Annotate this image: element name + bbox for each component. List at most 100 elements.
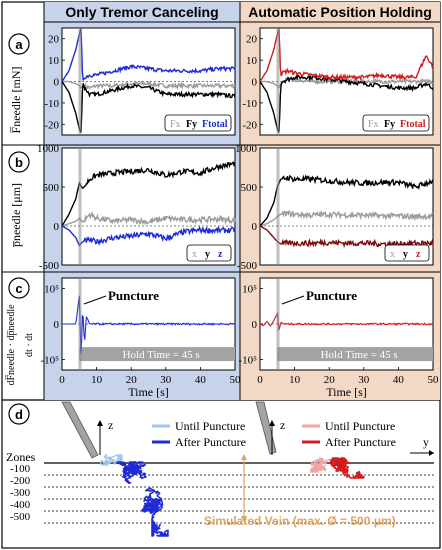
panel-a-left-ytick-label: 10 [48, 55, 60, 67]
panel-b-right-ytick-label: 500 [241, 182, 258, 194]
zone-tick-200: -200 [10, 475, 31, 487]
zone-tick-400: -400 [10, 499, 31, 511]
panel-d-trajectories [44, 401, 434, 537]
panel-a-left-legend-ftotal: Ftotal [202, 119, 228, 130]
panel-c-ylabel-bottom: dt · dt [24, 333, 35, 357]
panel-c-right-hold-label: Hold Time = 45 s [321, 349, 398, 361]
panel-a-left-ytick-label: 0 [54, 77, 60, 89]
trajectory-after-puncture-right [329, 457, 365, 479]
zone-tick-500: -500 [10, 511, 31, 523]
panel-a-right-legend-box [362, 114, 430, 132]
panel-b-right-ytick-label: 1000 [235, 143, 258, 155]
panel-b-right-series-x [259, 209, 434, 227]
panel-b-left-series-z [61, 225, 236, 247]
panel-a-right-ytick-label: -10 [242, 98, 257, 110]
panel-c-left-ytick-label: -10⁵ [41, 354, 60, 366]
panel-b-left-ytick-label: 1000 [37, 143, 60, 155]
panel-c-left: 10⁵ 0 -10⁵ Hold Time = 45 s Puncture 0 10 20 30 4… [41, 277, 242, 399]
z-axis-label-left: z [108, 418, 113, 432]
panel-b-right-legend-z: z [416, 249, 421, 260]
panel-c-left-xtick-label: 0 [59, 374, 65, 386]
left-legend-after: After Puncture [175, 435, 246, 449]
panel-c-left-xtick-label: 20 [126, 374, 138, 386]
z-axis-right-arrowhead [269, 420, 275, 426]
panel-b-left-legend-x: x [192, 249, 197, 260]
panel-b-left-ytick-label: 500 [43, 182, 60, 194]
panel-c-left-series-derivative [62, 295, 236, 354]
panel-b-left-legend-z: z [218, 249, 223, 260]
zones-label: Zones [6, 450, 36, 464]
left-header: Only Tremor Canceling [65, 4, 218, 20]
panel-a-left: 20 10 0 -10 -20 Fx Fy Ftotal [44, 27, 236, 136]
vein-arrow-top [241, 454, 247, 460]
panel-a-right-legend-ftotal: Ftotal [400, 119, 426, 130]
panel-c-ylabel-top: dF̅needle · dp̅needle [6, 304, 17, 386]
panel-c-left-ytick-label: 10⁵ [44, 284, 59, 296]
panel-a-left-legend-fx: Fx [170, 119, 181, 130]
y-axis-arrowhead [429, 450, 434, 456]
panel-label-a: a [8, 33, 30, 55]
panel-c-left-xtick-label: 50 [230, 374, 242, 386]
panel-c-right-xtick-label: 0 [257, 374, 263, 386]
panel-b-left-legend-box [186, 244, 232, 262]
panel-a-right-ytick-label: -20 [242, 119, 257, 131]
right-legend-after: After Puncture [325, 435, 396, 449]
panel-c-right-xtick-label: 10 [289, 374, 301, 386]
panel-c-right-xtick-label: 50 [428, 374, 440, 386]
panel-c-right-ytick-label: 10⁵ [242, 284, 257, 296]
right-legend-until: Until Puncture [325, 419, 395, 433]
panel-a-ylabel: F̅needle [mN] [9, 67, 23, 134]
left-legend-until: Until Puncture [175, 419, 245, 433]
panel-a-right-legend-fx: Fx [368, 119, 379, 130]
panel-c-left-ytick-label: 0 [54, 319, 60, 331]
panel-label-b: b [8, 151, 30, 173]
panel-c-right-xtick-label: 20 [324, 374, 336, 386]
panel-a-left-ytick-label: 20 [48, 34, 60, 46]
panel-a-right-ytick-label: 0 [252, 77, 258, 89]
panel-c-right-ytick-label: 0 [252, 319, 258, 331]
panel-c-left-hold-bar [79, 347, 235, 362]
panel-b-ylabel: p̅needle [μm] [9, 183, 23, 248]
panel-a-left-ytick-label: -10 [44, 98, 59, 110]
panel-b-left-series-y [61, 161, 236, 227]
trajectory-after-puncture-left-tail [151, 515, 169, 537]
panel-a-left-ytick-label: -20 [44, 119, 59, 131]
panel-c-left-puncture-label: Puncture [108, 288, 159, 303]
svg-text:b: b [15, 155, 23, 170]
trajectory-after-puncture-left-lower [141, 487, 164, 517]
panel-c-right-hold-bar [277, 347, 433, 362]
panel-a-left-legend-fy: Fy [186, 119, 197, 130]
panel-c-right-series-derivative [259, 311, 434, 332]
panel-a-right: 20 10 0 -10 -20 Fx Fy Ftotal [242, 27, 434, 136]
panel-c-right-xtick-label: 30 [358, 374, 370, 386]
panel-b-right-legend-box [384, 244, 430, 262]
panel-a-left-series-fx [62, 80, 236, 91]
panel-label-c: c [8, 277, 30, 299]
panel-b-right-ytick-label: 0 [252, 221, 258, 233]
panel-a-right-series-ftotal [259, 28, 434, 82]
panel-b-left: 1000 500 0 -500 x y z [37, 143, 236, 272]
panel-b-left-ytick-label: 0 [54, 221, 60, 233]
panel-a-left-legend-box [164, 114, 232, 132]
right-header: Automatic Position Holding [248, 4, 432, 20]
panel-a-right-series-fy [259, 74, 434, 133]
svg-text:c: c [15, 281, 22, 296]
panel-c-right-xtick-label: 40 [393, 374, 405, 386]
panel-c-left-hold-label: Hold Time = 45 s [123, 349, 200, 361]
panel-b-right-legend-y: y [403, 249, 408, 260]
y-axis-label: y [423, 435, 429, 449]
panel-c-left-xtick-label: 10 [91, 374, 103, 386]
zone-tick-300: -300 [10, 487, 31, 499]
svg-text:d: d [15, 407, 23, 422]
panel-c-right-puncture-label: Puncture [306, 288, 357, 303]
svg-text:a: a [15, 37, 23, 52]
panel-c-right-ytick-label: -10⁵ [239, 354, 258, 366]
vein-label: Simulated Vein (max. Ø = 500 μm) [204, 514, 396, 528]
panel-b-right-ytick-label: -500 [237, 260, 258, 272]
panel-b-left-legend-y: y [205, 249, 210, 260]
panel-a-right-legend-fy: Fy [384, 119, 395, 130]
panel-b-left-series-x [61, 210, 236, 227]
panel-b-left-ytick-label: -500 [39, 260, 60, 272]
panel-a-left-series-fy [61, 81, 236, 133]
vein-arrow-bottom [241, 516, 247, 522]
